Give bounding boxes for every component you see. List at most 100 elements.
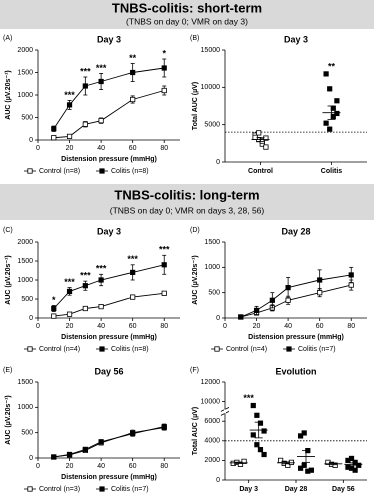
- legend-label: Colitis (n=8): [111, 346, 149, 353]
- x-tick-label: 0: [36, 463, 40, 470]
- x-tick-label: 60: [129, 463, 137, 470]
- data-point: [82, 121, 88, 127]
- x-tick-label: 20: [66, 463, 74, 470]
- series-line: [240, 284, 352, 318]
- data-point: [66, 102, 73, 108]
- data-point: [327, 86, 333, 92]
- data-point: [51, 126, 57, 132]
- y-tick-label: 0: [29, 137, 33, 144]
- x-tick-label: 40: [97, 323, 105, 330]
- data-point: [334, 98, 340, 104]
- data-point: [82, 283, 88, 289]
- data-point: [301, 462, 307, 468]
- data-point: [254, 412, 260, 418]
- data-point: [297, 433, 304, 439]
- data-point: [348, 272, 354, 278]
- chart-title: Day 56: [94, 366, 123, 376]
- data-point: [356, 462, 362, 468]
- data-point: [285, 297, 291, 303]
- legend-marker: [99, 486, 105, 492]
- data-point: [51, 135, 57, 141]
- data-point: [334, 110, 340, 117]
- x-tick-label: 60: [129, 145, 137, 152]
- y-tick-label: 0: [29, 455, 33, 462]
- data-point: [256, 130, 262, 136]
- x-tick-label: Day 56: [332, 486, 355, 493]
- y-tick-label: 500: [208, 290, 220, 297]
- data-point: [66, 451, 73, 458]
- data-point: [317, 290, 323, 296]
- y-axis-label: AUC (µV.20s⁻¹): [5, 255, 12, 304]
- legend-label: Control (n=3): [39, 486, 80, 493]
- legend-label: Control (n=4): [39, 346, 80, 353]
- legend-marker: [27, 486, 33, 492]
- section-subtitle: (TNBS on day 0; VMR on days 3, 28, 56): [110, 205, 265, 215]
- significance-label: ***: [127, 254, 138, 264]
- significance-label: ***: [243, 393, 254, 403]
- y-tick-label: 2000: [17, 47, 33, 54]
- data-point: [238, 314, 244, 320]
- section-header-bg: [0, 0, 374, 29]
- legend-marker: [27, 168, 33, 174]
- legend-label: Colitis (n=7): [111, 486, 149, 493]
- data-point: [130, 431, 136, 437]
- significance-label: **: [328, 61, 336, 71]
- legend-label: Colitis (n=8): [111, 168, 149, 175]
- significance-label: ***: [96, 264, 107, 274]
- data-point: [263, 144, 269, 150]
- data-point: [82, 446, 88, 452]
- data-point: [98, 78, 104, 85]
- data-point: [261, 428, 267, 434]
- panel-label: (B): [190, 35, 199, 42]
- data-point: [261, 451, 267, 458]
- data-point: [82, 305, 88, 312]
- y-tick-label: 500: [21, 430, 33, 437]
- x-tick-label: 40: [97, 145, 105, 152]
- x-tick-label: 60: [129, 323, 137, 330]
- y-tick-label: 1500: [17, 69, 33, 76]
- series-line: [53, 426, 165, 458]
- data-point: [98, 303, 104, 310]
- y-axis-label: Total AUC (µV): [192, 82, 199, 130]
- section-header-bg: [0, 184, 374, 220]
- series-line: [53, 90, 165, 139]
- significance-label: ***: [64, 277, 75, 287]
- y-axis-label: AUC (µV.20s⁻¹): [192, 255, 199, 304]
- data-point: [348, 455, 355, 462]
- legend-marker: [286, 346, 292, 352]
- y-axis-label: AUC (µV.20s⁻¹): [5, 395, 12, 444]
- chart-title: Day 3: [97, 34, 121, 44]
- x-tick-label: 20: [66, 145, 74, 152]
- data-point: [323, 71, 329, 77]
- x-tick-label: Day 3: [239, 486, 258, 493]
- y-tick-label: 10000: [201, 84, 221, 91]
- data-point: [161, 423, 167, 430]
- panel-label: (A): [3, 35, 12, 42]
- panel-label: (F): [190, 367, 199, 374]
- data-point: [161, 87, 167, 94]
- y-tick-label: 0: [216, 477, 220, 484]
- data-point: [285, 284, 291, 291]
- panel-label: (E): [3, 367, 12, 374]
- series-line: [53, 67, 165, 129]
- legend-label: Control (n=8): [39, 168, 80, 175]
- significance-label: *: [162, 48, 166, 58]
- data-point: [257, 447, 264, 453]
- legend-marker: [99, 168, 105, 174]
- significance-label: ***: [159, 245, 170, 255]
- data-point: [352, 467, 358, 473]
- y-tick-label: 1500: [17, 379, 33, 386]
- data-point: [253, 307, 260, 314]
- x-tick-label: 40: [284, 323, 292, 330]
- x-axis-label: Distension pressure (mmHg): [61, 156, 157, 163]
- y-tick-label: 1500: [204, 239, 220, 246]
- x-tick-label: 80: [347, 323, 355, 330]
- x-tick-label: 0: [223, 323, 227, 330]
- data-point: [130, 69, 136, 76]
- x-tick-label: 80: [160, 323, 168, 330]
- x-tick-label: 0: [36, 323, 40, 330]
- legend-marker: [27, 346, 33, 352]
- y-tick-label: 0: [216, 315, 220, 322]
- y-tick-label: 500: [21, 114, 33, 121]
- series-line: [240, 274, 352, 318]
